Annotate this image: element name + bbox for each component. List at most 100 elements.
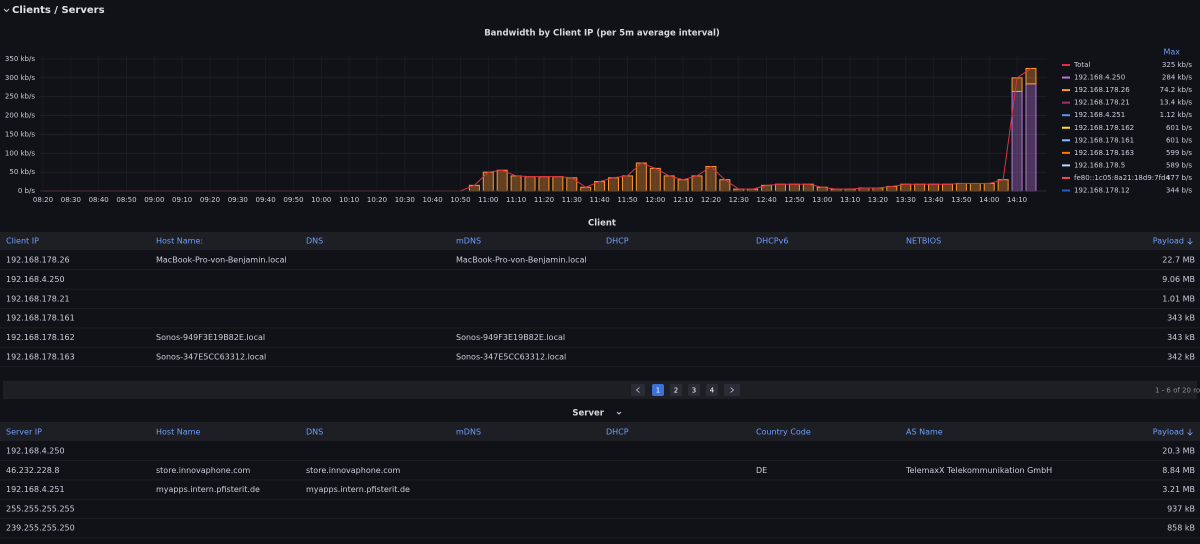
column-header[interactable]: mDNS (456, 237, 481, 246)
column-header[interactable]: AS Name (906, 428, 943, 437)
column-header[interactable]: Payload (1153, 428, 1184, 437)
legend-label[interactable]: fe80::1c05:8a21:18d9:7fd4 (1074, 174, 1170, 182)
x-tick-label: 10:20 (367, 196, 387, 204)
x-tick-label: 09:00 (144, 196, 164, 204)
cell: Sonos-347E5CC63312.local (156, 353, 266, 362)
x-tick-label: 12:50 (784, 196, 804, 204)
x-tick-label: 09:50 (283, 196, 303, 204)
y-tick-label: 300 kb/s (5, 74, 35, 82)
legend-label[interactable]: 192.168.178.5 (1074, 161, 1125, 169)
legend-label[interactable]: 192.168.178.26 (1074, 86, 1130, 94)
cell: 192.168.178.161 (6, 314, 75, 323)
column-header[interactable]: Country Code (756, 428, 811, 437)
cell: Sonos-347E5CC63312.local (456, 353, 566, 362)
cell: 22.7 MB (1162, 256, 1195, 265)
cell: myapps.intern.pfisterit.de (156, 485, 260, 494)
column-header[interactable]: mDNS (456, 428, 481, 437)
column-header[interactable]: Payload (1153, 237, 1184, 246)
page-number[interactable]: 2 (674, 387, 678, 395)
pagination-bar (3, 381, 1197, 399)
x-tick-label: 11:20 (534, 196, 554, 204)
bar (552, 176, 564, 192)
x-tick-label: 08:30 (61, 196, 81, 204)
column-header[interactable]: DNS (306, 237, 323, 246)
prev-button[interactable] (631, 384, 645, 396)
next-button[interactable] (724, 384, 740, 396)
cell: 9.06 MB (1162, 275, 1195, 284)
page-number[interactable]: 4 (710, 387, 715, 395)
x-tick-label: 12:40 (756, 196, 776, 204)
bar (608, 177, 620, 192)
page-button[interactable] (688, 384, 700, 396)
cell: store.innovaphone.com (156, 466, 251, 475)
cell: Sonos-949F3E19B82E.local (456, 333, 565, 342)
bar (691, 175, 703, 192)
page-number[interactable]: 1 (656, 387, 660, 395)
x-tick-label: 09:30 (228, 196, 248, 204)
legend-label[interactable]: 192.168.178.21 (1074, 99, 1130, 107)
legend-label[interactable]: 192.168.178.162 (1074, 124, 1134, 132)
column-header[interactable]: DHCP (606, 428, 629, 437)
cell: 343 kB (1167, 333, 1195, 342)
column-header[interactable]: Host Name (156, 428, 200, 437)
page-button[interactable] (670, 384, 682, 396)
cell: 255.255.255.255 (6, 504, 75, 513)
bar (635, 162, 647, 192)
pagination-summary: 1 - 6 of 20 rows (1155, 387, 1200, 395)
cell: 192.168.4.250 (6, 447, 65, 456)
collapse-icon[interactable] (3, 8, 10, 13)
x-tick-label: 10:50 (450, 196, 470, 204)
legend-max: 344 b/s (1166, 187, 1192, 195)
legend-max: 284 kb/s (1162, 74, 1192, 82)
x-tick-label: 08:20 (33, 196, 53, 204)
cell: 937 kB (1167, 504, 1195, 513)
x-tick-label: 08:50 (116, 196, 136, 204)
bar (997, 179, 1009, 192)
page-number[interactable]: 3 (692, 387, 696, 395)
bar (621, 175, 633, 192)
x-tick-label: 09:40 (256, 196, 276, 204)
column-header[interactable]: DHCPv6 (756, 237, 788, 246)
next-icon (730, 387, 735, 393)
column-header[interactable]: DNS (306, 428, 323, 437)
legend-label[interactable]: Total (1073, 61, 1090, 69)
legend-max: 601 b/s (1166, 136, 1192, 144)
x-tick-label: 12:20 (701, 196, 721, 204)
legend-label[interactable]: 192.168.4.251 (1074, 111, 1125, 119)
legend-label[interactable]: 192.168.4.250 (1074, 74, 1125, 82)
legend-max: 589 b/s (1166, 161, 1192, 169)
legend-max: 601 b/s (1166, 124, 1192, 132)
row-title[interactable]: Clients / Servers (12, 5, 105, 16)
bar (719, 179, 731, 192)
legend-max: 477 b/s (1166, 174, 1192, 182)
cell: 46.232.228.8 (6, 466, 59, 475)
x-tick-label: 14:10 (1007, 196, 1027, 204)
column-header[interactable]: Host Name: (156, 237, 203, 246)
column-header[interactable]: NETBIOS (906, 237, 941, 246)
bar (788, 183, 800, 192)
column-header[interactable]: Client IP (6, 237, 39, 246)
legend-label[interactable]: 192.168.178.161 (1074, 136, 1134, 144)
column-header[interactable]: DHCP (606, 237, 629, 246)
column-header[interactable]: Server IP (6, 428, 42, 437)
bar (524, 176, 536, 192)
server-menu-icon[interactable] (616, 411, 622, 415)
server-title[interactable]: Server (572, 409, 604, 419)
cell: 858 kB (1167, 524, 1195, 533)
x-tick-label: 12:30 (729, 196, 749, 204)
client-title: Client (588, 219, 616, 229)
sort-icon[interactable] (1187, 238, 1193, 245)
sort-icon[interactable] (1187, 429, 1193, 436)
page-button[interactable] (706, 384, 718, 396)
x-tick-label: 14:00 (979, 196, 999, 204)
legend-label[interactable]: 192.168.178.163 (1074, 149, 1134, 157)
page-button[interactable] (652, 384, 664, 396)
x-tick-label: 13:10 (840, 196, 860, 204)
legend: Total 325 kb/s 192.168.4.250 284 kb/s 192.16… (1062, 61, 1192, 195)
bar (677, 179, 689, 192)
x-tick-label: 13:50 (951, 196, 971, 204)
legend-label[interactable]: 192.168.178.12 (1074, 187, 1130, 195)
x-tick-label: 13:30 (896, 196, 916, 204)
legend-header[interactable]: Max (1163, 48, 1180, 57)
bar (983, 182, 995, 192)
